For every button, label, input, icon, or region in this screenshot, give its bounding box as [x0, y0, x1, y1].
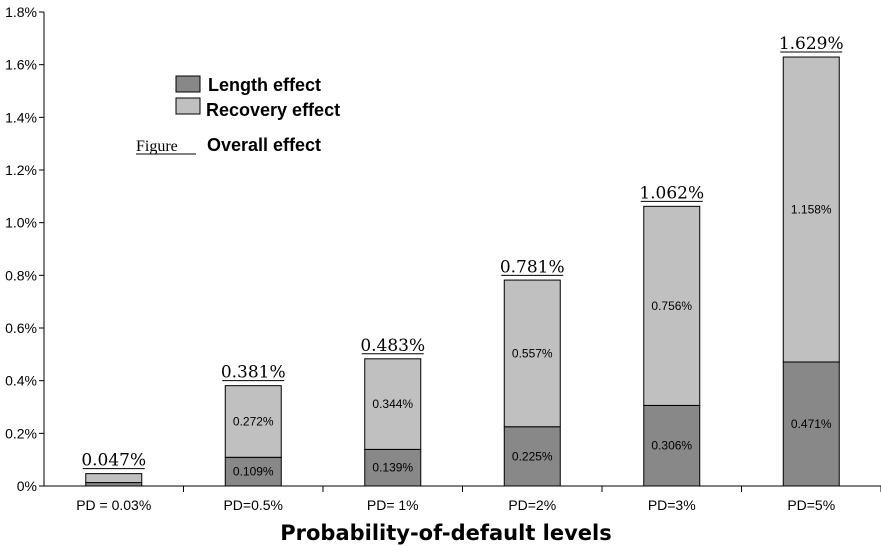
- segment-value-label: 0.471%: [791, 417, 832, 431]
- total-value-label: 0.381%: [221, 363, 286, 383]
- bar-segment-length: [782, 361, 840, 487]
- legend-label-recovery: Recovery effect: [206, 100, 340, 120]
- y-tick-label: 0.2%: [5, 425, 37, 441]
- x-category-label: PD=5%: [787, 497, 835, 513]
- segment-value-label: 0.756%: [651, 299, 692, 313]
- y-tick-label: 1.2%: [5, 162, 37, 178]
- y-tick-label: 1.6%: [5, 57, 37, 73]
- segment-value-label: 0.225%: [512, 449, 553, 463]
- x-category-label: PD = 0.03%: [76, 497, 151, 513]
- total-value-label: 1.062%: [639, 183, 704, 203]
- x-axis-title: Probability-of-default levels: [280, 521, 612, 545]
- y-tick-label: 1.8%: [5, 4, 37, 20]
- legend: Length effect Recovery effect Figure Ove…: [136, 75, 340, 155]
- y-tick-label: 0.4%: [5, 373, 37, 389]
- legend-figure-label: Figure: [136, 138, 178, 155]
- labels: 0.047% PD = 0.03% 0.109% 0.272% 0.381% PD=0.5…: [76, 34, 843, 513]
- bar-segment-length: [85, 482, 143, 487]
- y-tick-label: 0%: [17, 478, 37, 494]
- total-value-label: 0.483%: [360, 336, 425, 356]
- total-value-label: 1.629%: [779, 34, 844, 54]
- segment-value-label: 0.272%: [233, 414, 274, 428]
- segment-value-label: 1.158%: [791, 203, 832, 217]
- legend-label-length: Length effect: [208, 75, 321, 95]
- total-value-label: 0.781%: [500, 257, 565, 277]
- y-tick-label: 1.0%: [5, 215, 37, 231]
- legend-swatch-length: [175, 75, 201, 93]
- bar-segment-recovery: [85, 473, 143, 484]
- legend-swatch-recovery: [175, 97, 201, 115]
- bar-segment-recovery: [364, 358, 422, 450]
- segment-value-label: 0.139%: [372, 461, 413, 475]
- bar-segment-length: [503, 426, 561, 487]
- y-tick-label: 0.6%: [5, 320, 37, 336]
- axes: 0% 0.2% 0.4% 0.6% 0.8% 1.0% 1.2% 1.4% 1.6% 1.8%: [5, 4, 881, 494]
- segment-value-label: 0.109%: [233, 465, 274, 479]
- total-value-label: 0.047%: [81, 451, 146, 471]
- bar-segment-length: [224, 456, 282, 487]
- bar-segment-recovery: [503, 279, 561, 428]
- bars: [85, 56, 840, 487]
- segment-value-label: 0.306%: [651, 439, 692, 453]
- x-category-label: PD= 1%: [367, 497, 419, 513]
- bar-segment-recovery: [643, 205, 701, 406]
- x-category-label: PD=2%: [508, 497, 556, 513]
- legend-label-overall: Overall effect: [207, 135, 321, 155]
- bar-segment-recovery: [782, 56, 840, 363]
- y-tick-label: 1.4%: [5, 109, 37, 125]
- segment-value-label: 0.557%: [512, 346, 553, 360]
- x-category-label: PD=3%: [648, 497, 696, 513]
- y-tick-label: 0.8%: [5, 267, 37, 283]
- bar-segment-length: [364, 448, 422, 487]
- segment-value-label: 0.344%: [372, 397, 413, 411]
- x-category-label: PD=0.5%: [223, 497, 283, 513]
- bar-segment-recovery: [224, 385, 282, 458]
